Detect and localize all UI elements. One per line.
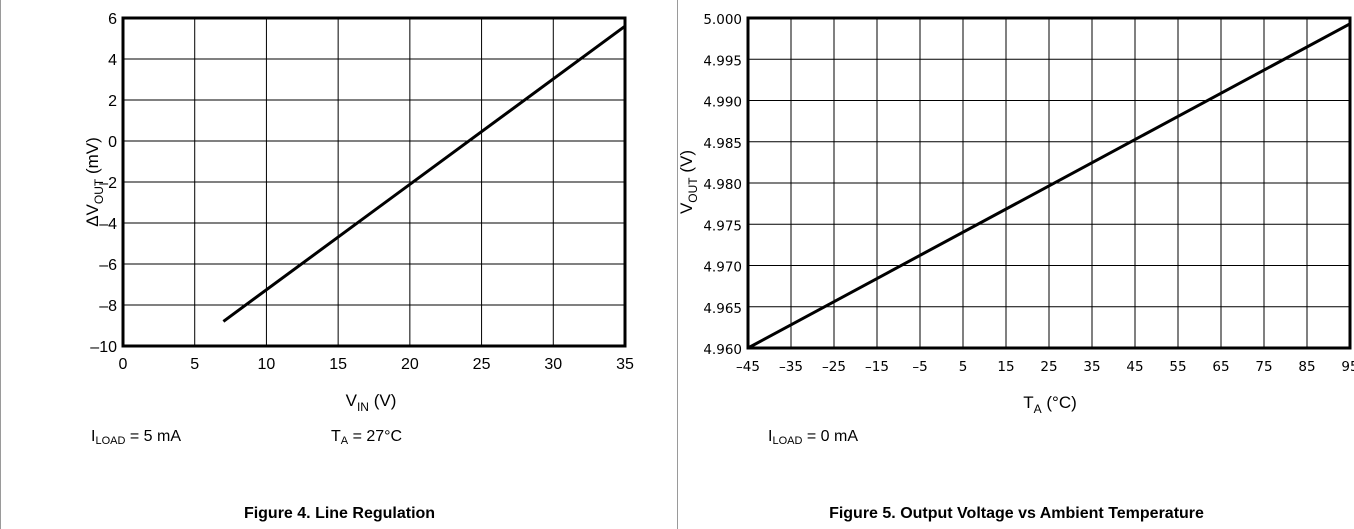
x-tick-label: 35 xyxy=(1083,359,1100,375)
y-tick-label: 0 xyxy=(108,134,117,151)
y-tick-label: 4.990 xyxy=(703,95,742,111)
x-tick-label: 55 xyxy=(1169,359,1186,375)
y-tick-label: 6 xyxy=(108,11,117,28)
x-tick-label: 15 xyxy=(997,359,1014,375)
x-tick-label: 85 xyxy=(1298,359,1315,375)
temperature-condition: TA = 27°C xyxy=(331,428,403,447)
y-axis-label: ΔVOUT (mV) xyxy=(83,137,106,227)
y-tick-label: 4.985 xyxy=(703,136,742,152)
x-tick-label: 65 xyxy=(1212,359,1229,375)
x-tick-label: 35 xyxy=(616,356,634,373)
load-current-condition: ILOAD = 5 mA xyxy=(91,428,181,447)
series-line xyxy=(747,22,1351,350)
load-current-condition: ILOAD = 0 mA xyxy=(768,428,858,447)
x-tick-label: –45 xyxy=(736,359,760,375)
x-axis-label: VIN (V) xyxy=(346,391,397,414)
y-tick-label: 4.960 xyxy=(703,342,742,358)
plot-frame xyxy=(121,16,627,348)
x-axis-label: TA (°C) xyxy=(1023,393,1077,416)
y-axis-label: VOUT (V) xyxy=(677,150,700,214)
y-tick-label: 4.995 xyxy=(703,53,742,69)
y-tick-label: –4 xyxy=(99,216,117,233)
figure-5-panel: –45 –35 –25 –15 –5 5 15 25 35 45 55 65 75 85 95 5.000 4.… xyxy=(677,0,1354,529)
output-voltage-temperature-chart: –45 –35 –25 –15 –5 5 15 25 35 45 55 65 75 85 95 5.000 4.… xyxy=(677,12,1354,416)
x-tick-label: 15 xyxy=(329,356,347,373)
y-tick-label: –6 xyxy=(99,257,117,274)
x-tick-label: –35 xyxy=(779,359,803,375)
x-tick-label: –25 xyxy=(822,359,846,375)
x-tick-label: 45 xyxy=(1126,359,1143,375)
x-tick-label: 25 xyxy=(1040,359,1057,375)
y-tick-label: 5.000 xyxy=(703,12,742,28)
y-tick-label: 4.975 xyxy=(703,218,742,234)
x-tick-label: 25 xyxy=(473,356,491,373)
x-tick-label: 0 xyxy=(119,356,128,373)
y-tick-label: 4.965 xyxy=(703,301,742,317)
figure-caption: Figure 5. Output Voltage vs Ambient Temp… xyxy=(829,505,1204,522)
x-tick-label: 95 xyxy=(1341,359,1354,375)
y-tick-label: 4 xyxy=(108,52,117,69)
x-tick-label: 5 xyxy=(959,359,968,375)
x-tick-label: 10 xyxy=(258,356,276,373)
y-tick-label: 2 xyxy=(108,93,117,110)
x-tick-label: –15 xyxy=(865,359,889,375)
y-tick-label: 4.970 xyxy=(703,260,742,276)
figure-caption: Figure 4. Line Regulation xyxy=(243,505,436,522)
x-tick-label: 75 xyxy=(1255,359,1272,375)
chart-group: –45 –35 –25 –15 –5 5 15 25 35 45 55 65 75 85 95 5.000 4.… xyxy=(677,12,1354,416)
figure-4-panel: 0 5 10 15 20 25 30 35 6 4 2 0 –2 –4 –6 –8 –10 VIN (V) ΔVOU… xyxy=(0,0,634,529)
x-tick-label: 5 xyxy=(190,356,199,373)
x-tick-label: 20 xyxy=(401,356,419,373)
plot-frame xyxy=(746,16,1352,350)
y-tick-label: –8 xyxy=(99,298,117,315)
y-tick-label: –10 xyxy=(90,339,117,356)
x-tick-label: 30 xyxy=(544,356,562,373)
y-tick-label: 4.980 xyxy=(703,177,742,193)
y-tick-label: –2 xyxy=(99,175,117,192)
series-line xyxy=(222,24,626,323)
x-tick-label: –5 xyxy=(912,359,927,375)
